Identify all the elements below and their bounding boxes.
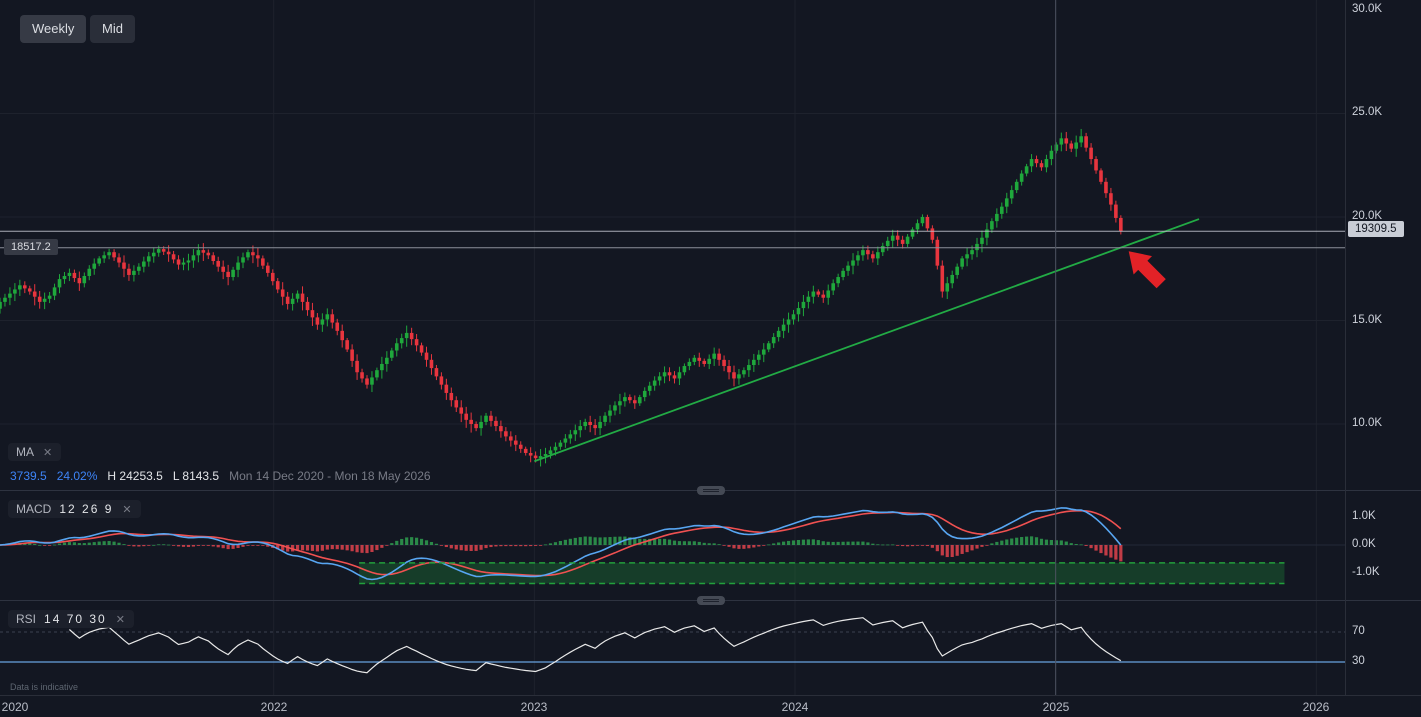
year-tick: 2025 [1042,700,1070,714]
date-range-label: Mon 14 Dec 2020 - Mon 18 May 2026 [229,469,431,483]
range-high-value: 24253.5 [119,469,163,483]
range-high-label: H [107,469,117,483]
rsi-indicator-legend: RSI 14 70 30 ✕ [8,610,134,628]
trendline-drawing [534,218,1200,463]
year-tick: 2026 [1302,700,1330,714]
ma-indicator-legend: MA ✕ [8,443,62,461]
year-tick: 2024 [781,700,809,714]
ma-indicator-label: MA [16,445,34,459]
pane-resize-handle[interactable] [697,596,725,605]
macd-histogram [0,536,1123,562]
rsi-tick: 70 [1352,625,1365,637]
macd-tick: 1.0K [1352,510,1376,522]
pane-resize-handle[interactable] [697,486,725,495]
price-tick: 10.0K [1352,417,1383,429]
candles-layer [0,128,1123,467]
rsi-params: 14 70 30 [44,612,107,626]
rsi-line [68,617,1122,674]
last-price-label: 19309.5 [1348,221,1404,237]
macd-channel-drawing [359,562,1285,584]
disclaimer-text: Data is indicative [10,682,79,692]
price-tick: 15.0K [1352,314,1383,326]
macd-indicator-legend: MACD 12 26 9 ✕ [8,500,141,518]
price-tick: 30.0K [1352,3,1383,15]
close-icon[interactable]: ✕ [115,613,125,626]
grid-layer [0,0,1345,695]
time-axis[interactable]: 2020 2022 2023 2024 2025 2026 [0,695,1421,717]
range-low-label: L [172,469,180,483]
range-stats-row: 3739.5 24.02% H 24253.5 L 8143.5 Mon 14 … [10,469,431,483]
year-tick: 2022 [260,700,288,714]
hline-price-label[interactable]: 18517.2 [4,239,58,255]
chart-style-button[interactable]: Mid [90,15,135,43]
range-low-value: 8143.5 [182,469,220,483]
rsi-tick: 30 [1352,655,1365,667]
macd-params: 12 26 9 [59,502,114,516]
year-tick: 2020 [1,700,29,714]
macd-tick: 0.0K [1352,538,1376,550]
macd-line [0,507,1122,581]
rsi-indicator-label: RSI [16,612,37,626]
range-change-value: 3739.5 [10,469,47,483]
macd-tick: -1.0K [1352,566,1380,578]
range-change-percent: 24.02% [56,469,98,483]
timeframe-button[interactable]: Weekly [20,15,87,43]
arrow-annotation [1128,251,1166,289]
close-icon[interactable]: ✕ [43,446,53,459]
macd-indicator-label: MACD [16,502,52,516]
price-tick: 25.0K [1352,106,1383,118]
price-axis[interactable]: 30.0K 25.0K 20.0K 15.0K 10.0K 1.0K 0.0K … [1346,0,1421,695]
close-icon[interactable]: ✕ [122,503,132,516]
year-tick: 2023 [520,700,548,714]
macd-signal-line [0,509,1122,577]
price-tick: 20.0K [1352,210,1383,222]
